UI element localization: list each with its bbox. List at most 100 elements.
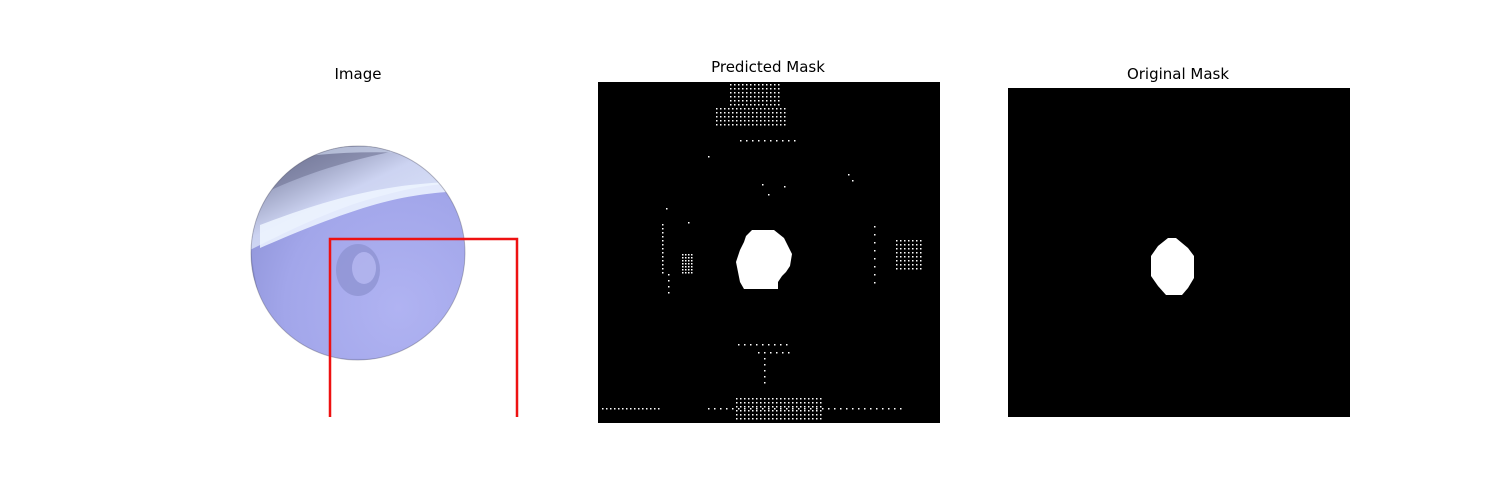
noise-dot (772, 402, 774, 404)
noise-dot (732, 124, 734, 126)
noise-dot (780, 402, 782, 404)
predicted-noise-dots (602, 84, 922, 420)
noise-dot (900, 408, 902, 410)
noise-dot (888, 408, 890, 410)
noise-dot (804, 402, 806, 404)
noise-dot (820, 402, 822, 404)
noise-dot (780, 410, 782, 412)
original-lesion-blob (1151, 238, 1194, 295)
noise-dot (784, 398, 786, 400)
noise-dot (732, 108, 734, 110)
noise-dot (920, 248, 922, 250)
noise-dot (732, 408, 734, 410)
noise-dot (760, 418, 762, 420)
noise-dot (744, 112, 746, 114)
noise-dot (762, 184, 764, 186)
noise-dot (724, 108, 726, 110)
noise-dot (728, 116, 730, 118)
noise-dot (738, 408, 740, 410)
noise-dot (900, 268, 902, 270)
noise-dot (776, 402, 778, 404)
noise-dot (916, 244, 918, 246)
noise-dot (768, 112, 770, 114)
noise-dot (740, 140, 742, 142)
noise-dot (740, 414, 742, 416)
noise-dot (812, 418, 814, 420)
noise-dot (752, 402, 754, 404)
noise-dot (654, 408, 656, 410)
noise-dot (810, 408, 812, 410)
noise-dot (798, 408, 800, 410)
noise-dot (738, 344, 740, 346)
noise-dot (766, 92, 768, 94)
noise-dot (754, 100, 756, 102)
noise-dot (762, 92, 764, 94)
noise-dot (760, 406, 762, 408)
noise-dot (768, 344, 770, 346)
noise-dot (760, 108, 762, 110)
noise-dot (808, 398, 810, 400)
noise-dot (724, 116, 726, 118)
noise-dot (770, 352, 772, 354)
noise-dot (772, 398, 774, 400)
noise-dot (738, 88, 740, 90)
noise-dot (744, 344, 746, 346)
noise-dot (772, 406, 774, 408)
noise-dot (758, 100, 760, 102)
noise-dot (762, 100, 764, 102)
noise-dot (720, 112, 722, 114)
noise-dot (912, 256, 914, 258)
noise-dot (758, 92, 760, 94)
noise-dot (662, 260, 664, 262)
noise-dot (808, 406, 810, 408)
noise-dot (756, 116, 758, 118)
noise-dot (682, 254, 684, 256)
noise-dot (752, 410, 754, 412)
noise-dot (784, 116, 786, 118)
noise-dot (738, 96, 740, 98)
noise-dot (734, 104, 736, 106)
noise-dot (728, 112, 730, 114)
noise-dot (776, 116, 778, 118)
noise-dot (742, 96, 744, 98)
noise-dot (716, 124, 718, 126)
noise-dot (896, 268, 898, 270)
noise-dot (662, 228, 664, 230)
noise-dot (780, 112, 782, 114)
noise-dot (691, 269, 693, 271)
noise-dot (736, 116, 738, 118)
noise-dot (754, 84, 756, 86)
noise-dot (904, 256, 906, 258)
noise-dot (764, 376, 766, 378)
noise-dot (774, 104, 776, 106)
noise-dot (752, 406, 754, 408)
noise-dot (740, 398, 742, 400)
noise-dot (820, 410, 822, 412)
noise-dot (756, 414, 758, 416)
noise-dot (900, 264, 902, 266)
noise-dot (772, 124, 774, 126)
noise-dot (852, 408, 854, 410)
noise-dot (792, 406, 794, 408)
noise-dot (750, 92, 752, 94)
noise-dot (804, 414, 806, 416)
noise-dot (764, 402, 766, 404)
noise-dot (800, 398, 802, 400)
noise-dot (750, 104, 752, 106)
noise-dot (752, 124, 754, 126)
noise-dot (900, 256, 902, 258)
noise-dot (904, 244, 906, 246)
noise-dot (691, 263, 693, 265)
noise-dot (896, 260, 898, 262)
noise-dot (756, 408, 758, 410)
noise-dot (788, 406, 790, 408)
noise-dot (896, 244, 898, 246)
noise-dot (740, 418, 742, 420)
predicted-mask-panel (598, 82, 940, 423)
noise-dot (874, 234, 876, 236)
noise-dot (916, 268, 918, 270)
noise-dot (744, 116, 746, 118)
noise-dot (834, 408, 836, 410)
noise-dot (770, 140, 772, 142)
noise-dot (685, 266, 687, 268)
